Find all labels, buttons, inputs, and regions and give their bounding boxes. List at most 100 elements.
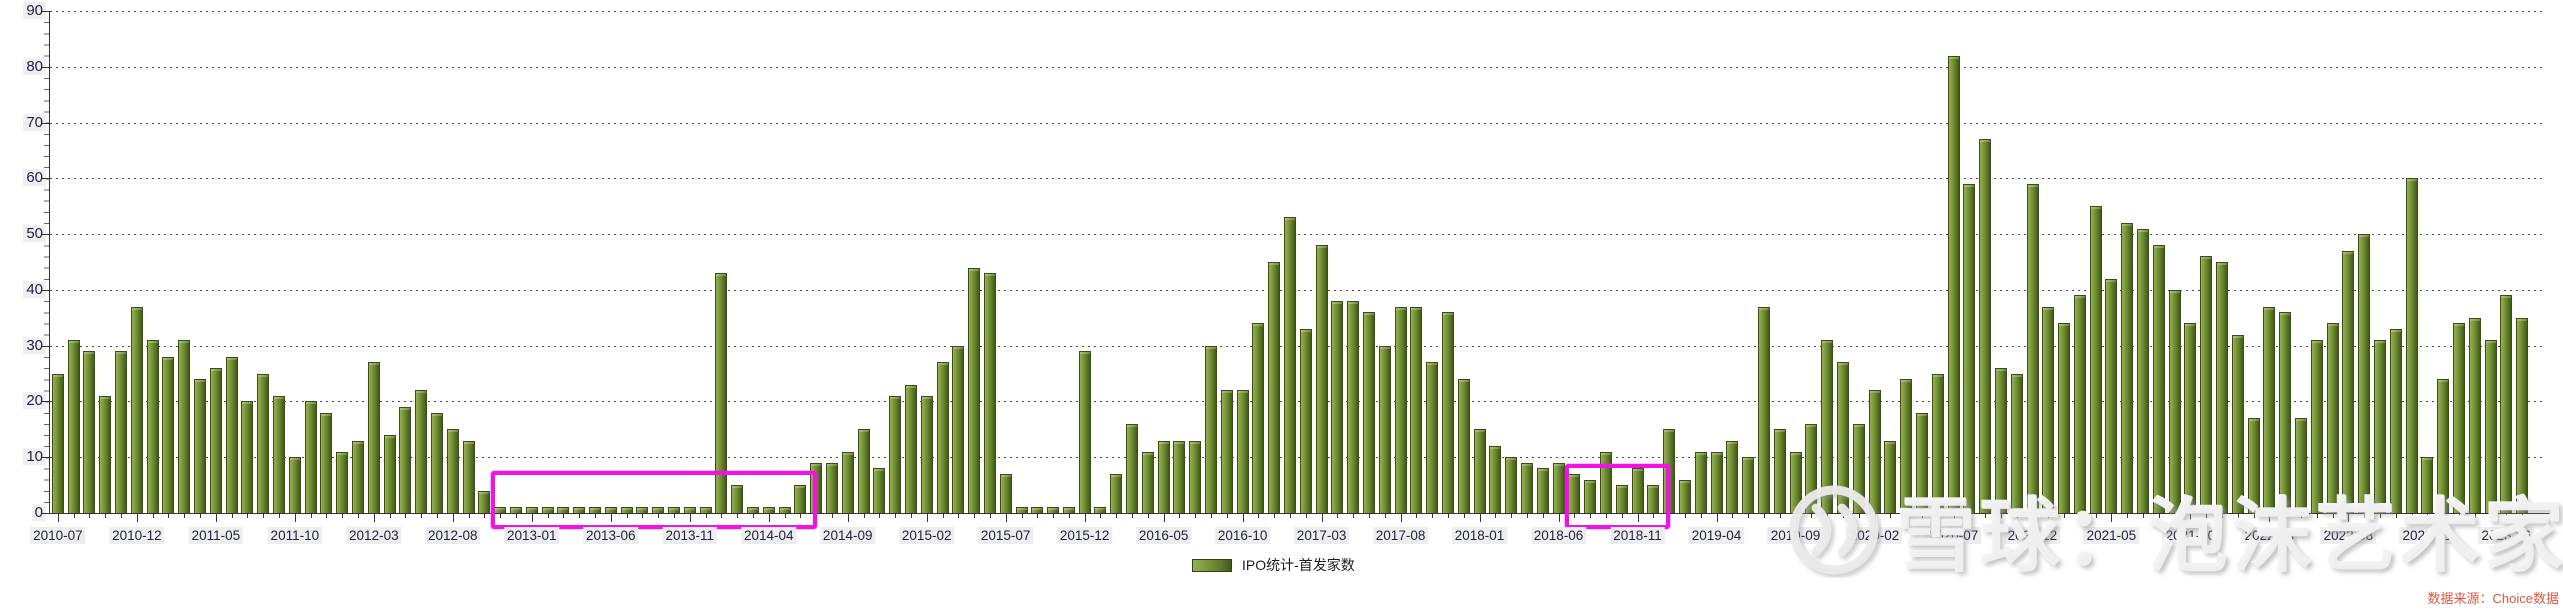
bar-2016-09[interactable] xyxy=(1220,390,1233,513)
bar-2012-03[interactable] xyxy=(367,362,380,513)
bar-2016-01[interactable] xyxy=(1094,507,1107,513)
bar-2022-08[interactable] xyxy=(2342,250,2355,513)
bar-2021-09[interactable] xyxy=(2168,289,2181,513)
bar-2018-06[interactable] xyxy=(1552,462,1565,513)
bar-2011-10[interactable] xyxy=(288,457,301,513)
bar-2020-04[interactable] xyxy=(1900,379,1913,513)
bar-2020-11[interactable] xyxy=(2010,373,2023,513)
bar-2021-08[interactable] xyxy=(2152,245,2165,513)
bar-2017-07[interactable] xyxy=(1378,345,1391,513)
bar-2016-05[interactable] xyxy=(1157,440,1170,513)
bar-2021-11[interactable] xyxy=(2200,256,2213,513)
bar-2013-08[interactable] xyxy=(636,507,649,513)
bar-2023-01[interactable] xyxy=(2421,457,2434,513)
bar-2019-12[interactable] xyxy=(1836,362,1849,513)
bar-2020-10[interactable] xyxy=(1994,367,2007,513)
bar-2019-02[interactable] xyxy=(1678,479,1691,513)
bar-2017-01[interactable] xyxy=(1284,217,1297,513)
bar-2023-07[interactable] xyxy=(2516,317,2529,513)
bar-2010-12[interactable] xyxy=(130,306,143,513)
bar-2022-09[interactable] xyxy=(2358,234,2371,513)
bar-2012-04[interactable] xyxy=(383,434,396,513)
bar-2012-05[interactable] xyxy=(399,407,412,513)
bar-2014-04[interactable] xyxy=(762,507,775,513)
bar-2021-03[interactable] xyxy=(2073,295,2086,513)
bar-2017-12[interactable] xyxy=(1457,379,1470,513)
bar-2016-06[interactable] xyxy=(1173,440,1186,513)
bar-2012-07[interactable] xyxy=(431,412,444,513)
bar-2018-11[interactable] xyxy=(1631,468,1644,513)
bar-2018-12[interactable] xyxy=(1647,485,1660,513)
bar-2011-08[interactable] xyxy=(257,373,270,513)
bar-2010-09[interactable] xyxy=(83,351,96,513)
bar-2017-02[interactable] xyxy=(1299,328,1312,513)
bar-2020-09[interactable] xyxy=(1979,139,1992,513)
bar-2015-10[interactable] xyxy=(1047,507,1060,513)
bar-2015-09[interactable] xyxy=(1031,507,1044,513)
bar-2013-06[interactable] xyxy=(604,507,617,513)
bar-2014-02[interactable] xyxy=(731,485,744,513)
bar-2018-02[interactable] xyxy=(1489,446,1502,513)
bar-2013-12[interactable] xyxy=(699,507,712,513)
bar-2019-07[interactable] xyxy=(1757,306,1770,513)
bar-2014-05[interactable] xyxy=(778,507,791,513)
bar-2016-04[interactable] xyxy=(1141,451,1154,513)
bar-2019-08[interactable] xyxy=(1773,429,1786,513)
bar-2018-10[interactable] xyxy=(1615,485,1628,513)
bar-2014-10[interactable] xyxy=(857,429,870,513)
bar-2014-06[interactable] xyxy=(794,485,807,513)
bar-2023-05[interactable] xyxy=(2484,340,2497,513)
bar-2013-07[interactable] xyxy=(620,507,633,513)
bar-2022-10[interactable] xyxy=(2374,340,2387,513)
bar-2013-02[interactable] xyxy=(541,507,554,513)
bar-2010-08[interactable] xyxy=(67,340,80,513)
bar-2020-02[interactable] xyxy=(1868,390,1881,513)
bar-2011-01[interactable] xyxy=(146,340,159,513)
legend[interactable]: IPO统计-首发家数 xyxy=(1192,555,1355,575)
bar-2018-03[interactable] xyxy=(1505,457,1518,513)
bar-2022-12[interactable] xyxy=(2405,178,2418,513)
bar-2022-11[interactable] xyxy=(2389,328,2402,513)
bar-2011-04[interactable] xyxy=(194,379,207,513)
bar-2021-12[interactable] xyxy=(2216,262,2229,513)
bar-2011-06[interactable] xyxy=(225,356,238,513)
bar-2011-02[interactable] xyxy=(162,356,175,513)
bar-2011-05[interactable] xyxy=(209,367,222,513)
bar-2015-11[interactable] xyxy=(1062,507,1075,513)
bar-2014-08[interactable] xyxy=(825,462,838,513)
bar-2013-09[interactable] xyxy=(652,507,665,513)
bar-2018-05[interactable] xyxy=(1536,468,1549,513)
bar-2011-12[interactable] xyxy=(320,412,333,513)
bar-2016-03[interactable] xyxy=(1126,423,1139,513)
bar-2023-04[interactable] xyxy=(2468,317,2481,513)
bar-2015-04[interactable] xyxy=(952,345,965,513)
bar-2013-03[interactable] xyxy=(557,507,570,513)
bar-2022-02[interactable] xyxy=(2247,418,2260,513)
bar-2022-04[interactable] xyxy=(2279,312,2292,513)
bar-2019-04[interactable] xyxy=(1710,451,1723,513)
bar-2020-05[interactable] xyxy=(1915,412,1928,513)
bar-2014-01[interactable] xyxy=(715,273,728,513)
bar-2012-10[interactable] xyxy=(478,490,491,513)
bar-2012-01[interactable] xyxy=(336,451,349,513)
bar-2019-03[interactable] xyxy=(1694,451,1707,513)
bar-2013-10[interactable] xyxy=(667,507,680,513)
bar-2019-05[interactable] xyxy=(1726,440,1739,513)
bar-2014-12[interactable] xyxy=(889,395,902,513)
bar-2011-07[interactable] xyxy=(241,401,254,513)
bar-2013-11[interactable] xyxy=(683,507,696,513)
bar-2015-01[interactable] xyxy=(904,384,917,513)
bar-2020-07[interactable] xyxy=(1947,55,1960,513)
bar-2015-07[interactable] xyxy=(999,473,1012,513)
bar-2014-09[interactable] xyxy=(841,451,854,513)
bar-2021-06[interactable] xyxy=(2121,222,2134,513)
bar-2013-05[interactable] xyxy=(588,507,601,513)
bar-2021-07[interactable] xyxy=(2137,228,2150,513)
bar-2010-07[interactable] xyxy=(51,373,64,513)
bar-2017-06[interactable] xyxy=(1363,312,1376,513)
bar-2010-10[interactable] xyxy=(99,395,112,513)
bar-2018-04[interactable] xyxy=(1521,462,1533,513)
bar-2013-01[interactable] xyxy=(525,507,538,513)
bar-2022-01[interactable] xyxy=(2231,334,2244,513)
bar-2017-03[interactable] xyxy=(1315,245,1328,513)
